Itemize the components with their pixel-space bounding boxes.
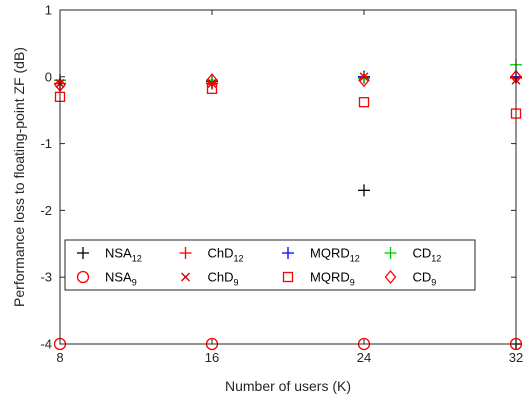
y-tick-label: -3 bbox=[40, 270, 52, 285]
plot-frame bbox=[59, 9, 517, 345]
data-point bbox=[358, 73, 370, 88]
y-tick-label: -4 bbox=[40, 337, 52, 352]
data-point bbox=[206, 73, 218, 88]
y-tick-label: 0 bbox=[45, 69, 52, 84]
x-tick-label: 16 bbox=[205, 350, 219, 365]
legend-marker bbox=[282, 271, 294, 283]
legend-label: CD9 bbox=[413, 270, 437, 288]
x-axis-label: Number of users (K) bbox=[225, 378, 351, 394]
x-tick-label: 24 bbox=[357, 350, 371, 365]
legend-label: ChD9 bbox=[208, 270, 239, 288]
axis-ticks: 8 16 24 32 -4 -3 -2 -1 0 1 bbox=[40, 3, 523, 366]
legend-marker bbox=[76, 270, 90, 284]
x-tick-label: 32 bbox=[509, 350, 523, 365]
legend-marker bbox=[179, 247, 192, 259]
legend-label: MQRD9 bbox=[310, 270, 355, 288]
data-point bbox=[359, 72, 369, 82]
y-tick-label: -1 bbox=[40, 136, 52, 151]
data-point bbox=[207, 79, 217, 88]
legend-marker bbox=[282, 247, 294, 259]
x-tick-label: 8 bbox=[56, 350, 63, 365]
data-point bbox=[358, 184, 370, 197]
y-tick-label: 1 bbox=[45, 3, 52, 18]
legend-marker bbox=[77, 247, 89, 259]
plot-area bbox=[60, 10, 516, 344]
data-point bbox=[206, 83, 218, 94]
legend-label: MQRD12 bbox=[310, 246, 360, 264]
legend-label: NSA9 bbox=[105, 270, 137, 288]
legend-box bbox=[64, 239, 476, 291]
legend-marker bbox=[384, 247, 397, 259]
legend-marker bbox=[384, 269, 397, 285]
data-point bbox=[358, 97, 370, 108]
legend-marker bbox=[181, 272, 190, 282]
y-tick-label: -2 bbox=[40, 203, 52, 218]
y-axis-label: Performance loss to floating-point ZF (d… bbox=[11, 47, 27, 307]
